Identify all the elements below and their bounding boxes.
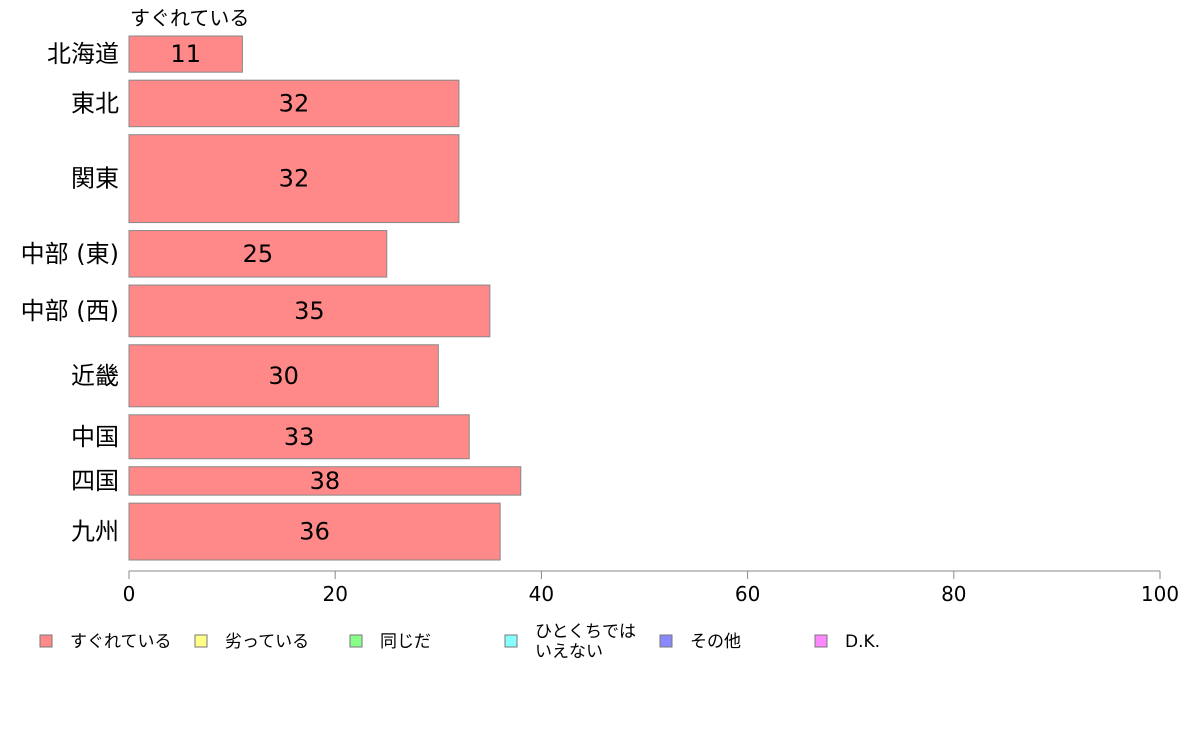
bar xyxy=(128,134,460,224)
bar xyxy=(128,35,243,73)
category-label: 中部 (東) xyxy=(21,240,119,268)
x-tick-label: 100 xyxy=(1141,582,1179,606)
bar-value-label: 11 xyxy=(170,40,201,68)
bar xyxy=(128,344,439,408)
legend-label: ひとくちではいえない xyxy=(535,622,636,662)
category-label: 中部 (西) xyxy=(21,297,119,325)
legend: すぐれている 劣っている 同じだ ひとくちではいえない その他 D.K. xyxy=(39,622,880,662)
category-label: 関東 xyxy=(71,165,119,193)
legend-label: D.K. xyxy=(845,632,880,652)
x-tick-label: 60 xyxy=(735,582,760,606)
category-label: 九州 xyxy=(71,518,119,546)
category-label: 四国 xyxy=(71,467,119,495)
bar-value-label: 32 xyxy=(279,165,310,193)
x-tick-label: 80 xyxy=(941,582,966,606)
x-tick-label: 0 xyxy=(123,582,136,606)
x-tick-label: 20 xyxy=(322,582,347,606)
category-label: 中国 xyxy=(71,423,119,451)
legend-swatch xyxy=(814,634,828,648)
legend-label: 劣っている xyxy=(225,632,309,652)
series-title: すぐれている xyxy=(130,6,249,30)
bar-value-label: 38 xyxy=(310,467,341,495)
category-label: 近畿 xyxy=(71,362,119,390)
bar-value-label: 25 xyxy=(243,240,274,268)
category-label: 東北 xyxy=(71,89,119,117)
legend-swatch xyxy=(349,634,363,648)
bar-value-label: 32 xyxy=(279,89,310,117)
bars-group: 11 北海道 32 東北 32 関東 25 中部 (東) 35 中部 (西) 30 近畿 33 中国 38 四… xyxy=(21,35,522,561)
legend-label: 同じだ xyxy=(380,632,431,652)
bar-value-label: 33 xyxy=(284,423,315,451)
bar xyxy=(128,466,522,496)
bar xyxy=(128,230,388,278)
bar xyxy=(128,79,460,128)
bar xyxy=(128,502,501,561)
legend-label: すぐれている xyxy=(70,632,172,652)
legend-swatch xyxy=(659,634,673,648)
legend-swatch xyxy=(194,634,208,648)
legend-swatch xyxy=(504,634,518,648)
category-label: 北海道 xyxy=(47,40,119,68)
bar xyxy=(128,284,491,338)
bar-value-label: 35 xyxy=(294,297,325,325)
x-tick-label: 40 xyxy=(529,582,554,606)
legend-label: その他 xyxy=(690,632,741,652)
bar-value-label: 30 xyxy=(268,362,299,390)
bar xyxy=(128,414,470,460)
x-axis: 0 20 40 60 80 100 xyxy=(123,570,1179,606)
legend-swatch xyxy=(39,634,53,648)
bar-value-label: 36 xyxy=(299,518,330,546)
